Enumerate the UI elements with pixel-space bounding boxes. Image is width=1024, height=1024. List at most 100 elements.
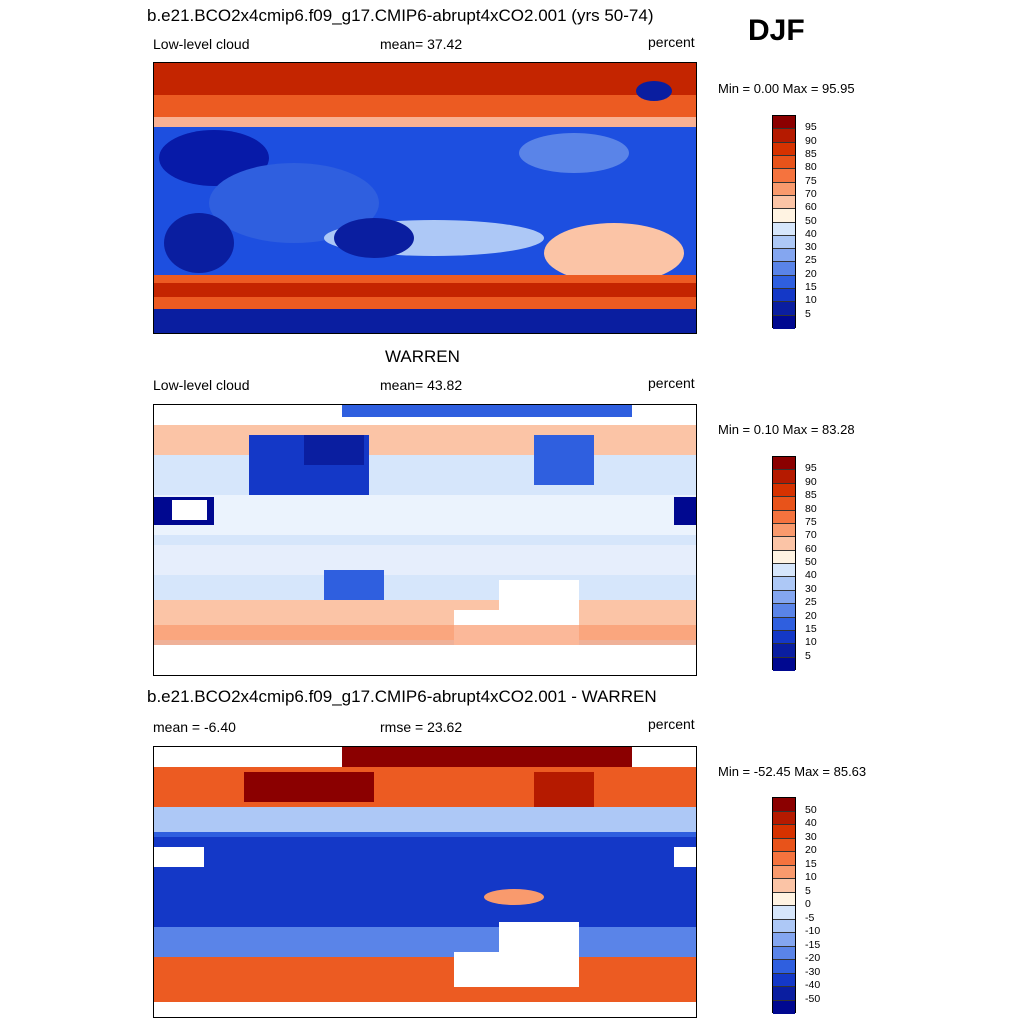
colorbar-swatch: [773, 116, 795, 130]
colorbar-tick-label: 10: [805, 871, 817, 883]
colorbar-tick-label: 0: [805, 898, 811, 910]
colorbar-tick-label: 30: [805, 241, 817, 254]
colorbar-tick-label: 90: [805, 475, 817, 488]
colorbar-swatch: [773, 798, 795, 812]
panel-1-units-label: percent: [648, 34, 695, 50]
colorbar-swatch: [773, 987, 795, 1001]
season-label: DJF: [748, 14, 805, 47]
panel-3-min-max: Min = -52.45 Max = 85.63: [718, 764, 867, 779]
colorbar-tick-label: -30: [805, 965, 821, 978]
colorbar-swatch: [773, 182, 795, 196]
colorbar-swatch: [773, 222, 795, 236]
colorbar-tick-label: -20: [805, 952, 821, 964]
colorbar-swatch: [773, 209, 795, 223]
panel-2-title: WARREN: [385, 347, 460, 366]
panel-2-min-max: Min = 0.10 Max = 83.28: [718, 422, 855, 437]
colorbar-swatch: [773, 865, 795, 879]
colorbar-tick-label: 15: [805, 622, 817, 635]
panel-3-colorbar: [772, 797, 796, 1014]
colorbar-tick-label: 40: [805, 227, 817, 240]
colorbar-swatch: [773, 946, 795, 960]
colorbar-swatch: [773, 892, 795, 906]
panel-2-variable-label: Low-level cloud: [153, 377, 250, 393]
colorbar-tick-label: 20: [805, 267, 817, 280]
colorbar-swatch: [773, 497, 795, 511]
colorbar-swatch: [773, 1000, 795, 1014]
colorbar-tick-label: 60: [805, 201, 817, 214]
colorbar-swatch: [773, 617, 795, 631]
colorbar-tick-label: -15: [805, 938, 821, 951]
colorbar-tick-label: 10: [805, 294, 817, 307]
panel-1-mean-label: mean= 37.42: [380, 36, 463, 52]
colorbar-tick-label: 85: [805, 489, 817, 502]
colorbar-swatch: [773, 919, 795, 933]
colorbar-tick-label: 90: [805, 134, 817, 147]
colorbar-swatch: [773, 852, 795, 866]
colorbar-swatch: [773, 657, 795, 671]
colorbar-tick-label: 70: [805, 529, 817, 542]
colorbar-tick-label: 15: [805, 857, 817, 870]
colorbar-tick-label: 80: [805, 161, 817, 174]
colorbar-swatch: [773, 169, 795, 183]
colorbar-swatch: [773, 142, 795, 156]
colorbar-swatch: [773, 811, 795, 825]
colorbar-swatch: [773, 523, 795, 538]
colorbar-swatch: [773, 470, 795, 484]
colorbar-tick-label: 10: [805, 636, 817, 649]
colorbar-swatch: [773, 289, 795, 303]
panel-3-title: b.e21.BCO2x4cmip6.f09_g17.CMIP6-abrupt4x…: [147, 687, 657, 706]
colorbar-tick-label: 85: [805, 147, 817, 160]
colorbar-swatch: [773, 457, 795, 471]
colorbar-swatch: [773, 483, 795, 498]
panel-1-min-max: Min = 0.00 Max = 95.95: [718, 81, 855, 96]
colorbar-swatch: [773, 590, 795, 605]
colorbar-tick-label: 15: [805, 281, 817, 294]
panel-3-units-label: percent: [648, 716, 695, 732]
colorbar-tick-label: -5: [805, 911, 815, 924]
colorbar-swatch: [773, 825, 795, 839]
colorbar-swatch: [773, 129, 795, 143]
colorbar-tick-label: 30: [805, 582, 817, 595]
colorbar-tick-label: 50: [805, 556, 817, 568]
colorbar-swatch: [773, 577, 795, 591]
colorbar-swatch: [773, 879, 795, 893]
panel-1-variable-label: Low-level cloud: [153, 36, 250, 52]
colorbar-swatch: [773, 275, 795, 290]
colorbar-tick-label: 95: [805, 462, 817, 475]
colorbar-swatch: [773, 315, 795, 329]
panel-3-mean-label: mean = -6.40: [153, 719, 236, 735]
colorbar-swatch: [773, 644, 795, 658]
colorbar-tick-label: 20: [805, 844, 817, 856]
colorbar-tick-label: 75: [805, 174, 817, 187]
panel-2-map: [153, 404, 697, 676]
colorbar-swatch: [773, 249, 795, 263]
colorbar-tick-label: 5: [805, 307, 811, 320]
colorbar-swatch: [773, 604, 795, 618]
colorbar-swatch: [773, 537, 795, 551]
colorbar-tick-label: 30: [805, 830, 817, 843]
colorbar-swatch: [773, 973, 795, 987]
colorbar-swatch: [773, 960, 795, 974]
colorbar-swatch: [773, 838, 795, 852]
colorbar-tick-label: 80: [805, 502, 817, 515]
colorbar-swatch: [773, 510, 795, 524]
panel-3-map: [153, 746, 697, 1018]
panel-1-map: [153, 62, 697, 334]
panel-3-rmse-label: rmse = 23.62: [380, 719, 463, 735]
colorbar-swatch: [773, 550, 795, 564]
colorbar-tick-label: 25: [805, 254, 817, 267]
panel-2-units-label: percent: [648, 375, 695, 391]
colorbar-tick-label: 75: [805, 515, 817, 528]
colorbar-swatch: [773, 155, 795, 170]
colorbar-tick-label: 5: [805, 884, 811, 897]
colorbar-swatch: [773, 933, 795, 947]
colorbar-tick-label: 40: [805, 569, 817, 582]
colorbar-tick-label: 40: [805, 817, 817, 829]
panel-1-title: b.e21.BCO2x4cmip6.f09_g17.CMIP6-abrupt4x…: [147, 6, 654, 25]
panel-2-colorbar: [772, 456, 796, 671]
colorbar-tick-label: -10: [805, 925, 821, 937]
colorbar-tick-label: 50: [805, 803, 817, 816]
colorbar-swatch: [773, 302, 795, 316]
colorbar-swatch: [773, 262, 795, 276]
colorbar-tick-label: 50: [805, 214, 817, 227]
